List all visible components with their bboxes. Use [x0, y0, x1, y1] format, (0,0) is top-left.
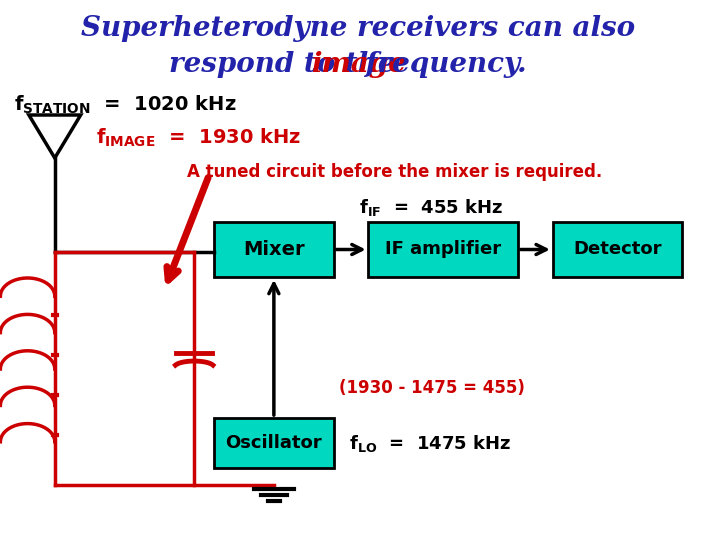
FancyBboxPatch shape — [214, 222, 333, 277]
Text: Detector: Detector — [573, 240, 662, 259]
Text: $\mathbf{f}_{\mathbf{IF}}$  =  455 kHz: $\mathbf{f}_{\mathbf{IF}}$ = 455 kHz — [359, 197, 503, 218]
Text: frequency.: frequency. — [356, 51, 526, 78]
Text: Superheterodyne receivers can also: Superheterodyne receivers can also — [81, 15, 636, 42]
FancyBboxPatch shape — [369, 222, 518, 277]
Text: Oscillator: Oscillator — [225, 434, 322, 452]
Text: $\mathbf{f}_{\mathbf{STATION}}$  =  1020 kHz: $\mathbf{f}_{\mathbf{STATION}}$ = 1020 k… — [14, 94, 236, 116]
FancyBboxPatch shape — [214, 418, 333, 468]
Text: respond to the: respond to the — [169, 51, 405, 78]
Text: A tuned circuit before the mixer is required.: A tuned circuit before the mixer is requ… — [187, 163, 603, 181]
Text: IF amplifier: IF amplifier — [385, 240, 501, 259]
Text: Mixer: Mixer — [243, 240, 305, 259]
Text: $\mathbf{f}_{\mathbf{LO}}$  =  1475 kHz: $\mathbf{f}_{\mathbf{LO}}$ = 1475 kHz — [348, 433, 511, 454]
Text: (1930 - 1475 = 455): (1930 - 1475 = 455) — [338, 379, 524, 397]
Text: $\mathbf{f}_{\mathbf{IMAGE}}$  =  1930 kHz: $\mathbf{f}_{\mathbf{IMAGE}}$ = 1930 kHz — [96, 127, 301, 149]
Text: image: image — [311, 51, 406, 78]
FancyBboxPatch shape — [553, 222, 682, 277]
